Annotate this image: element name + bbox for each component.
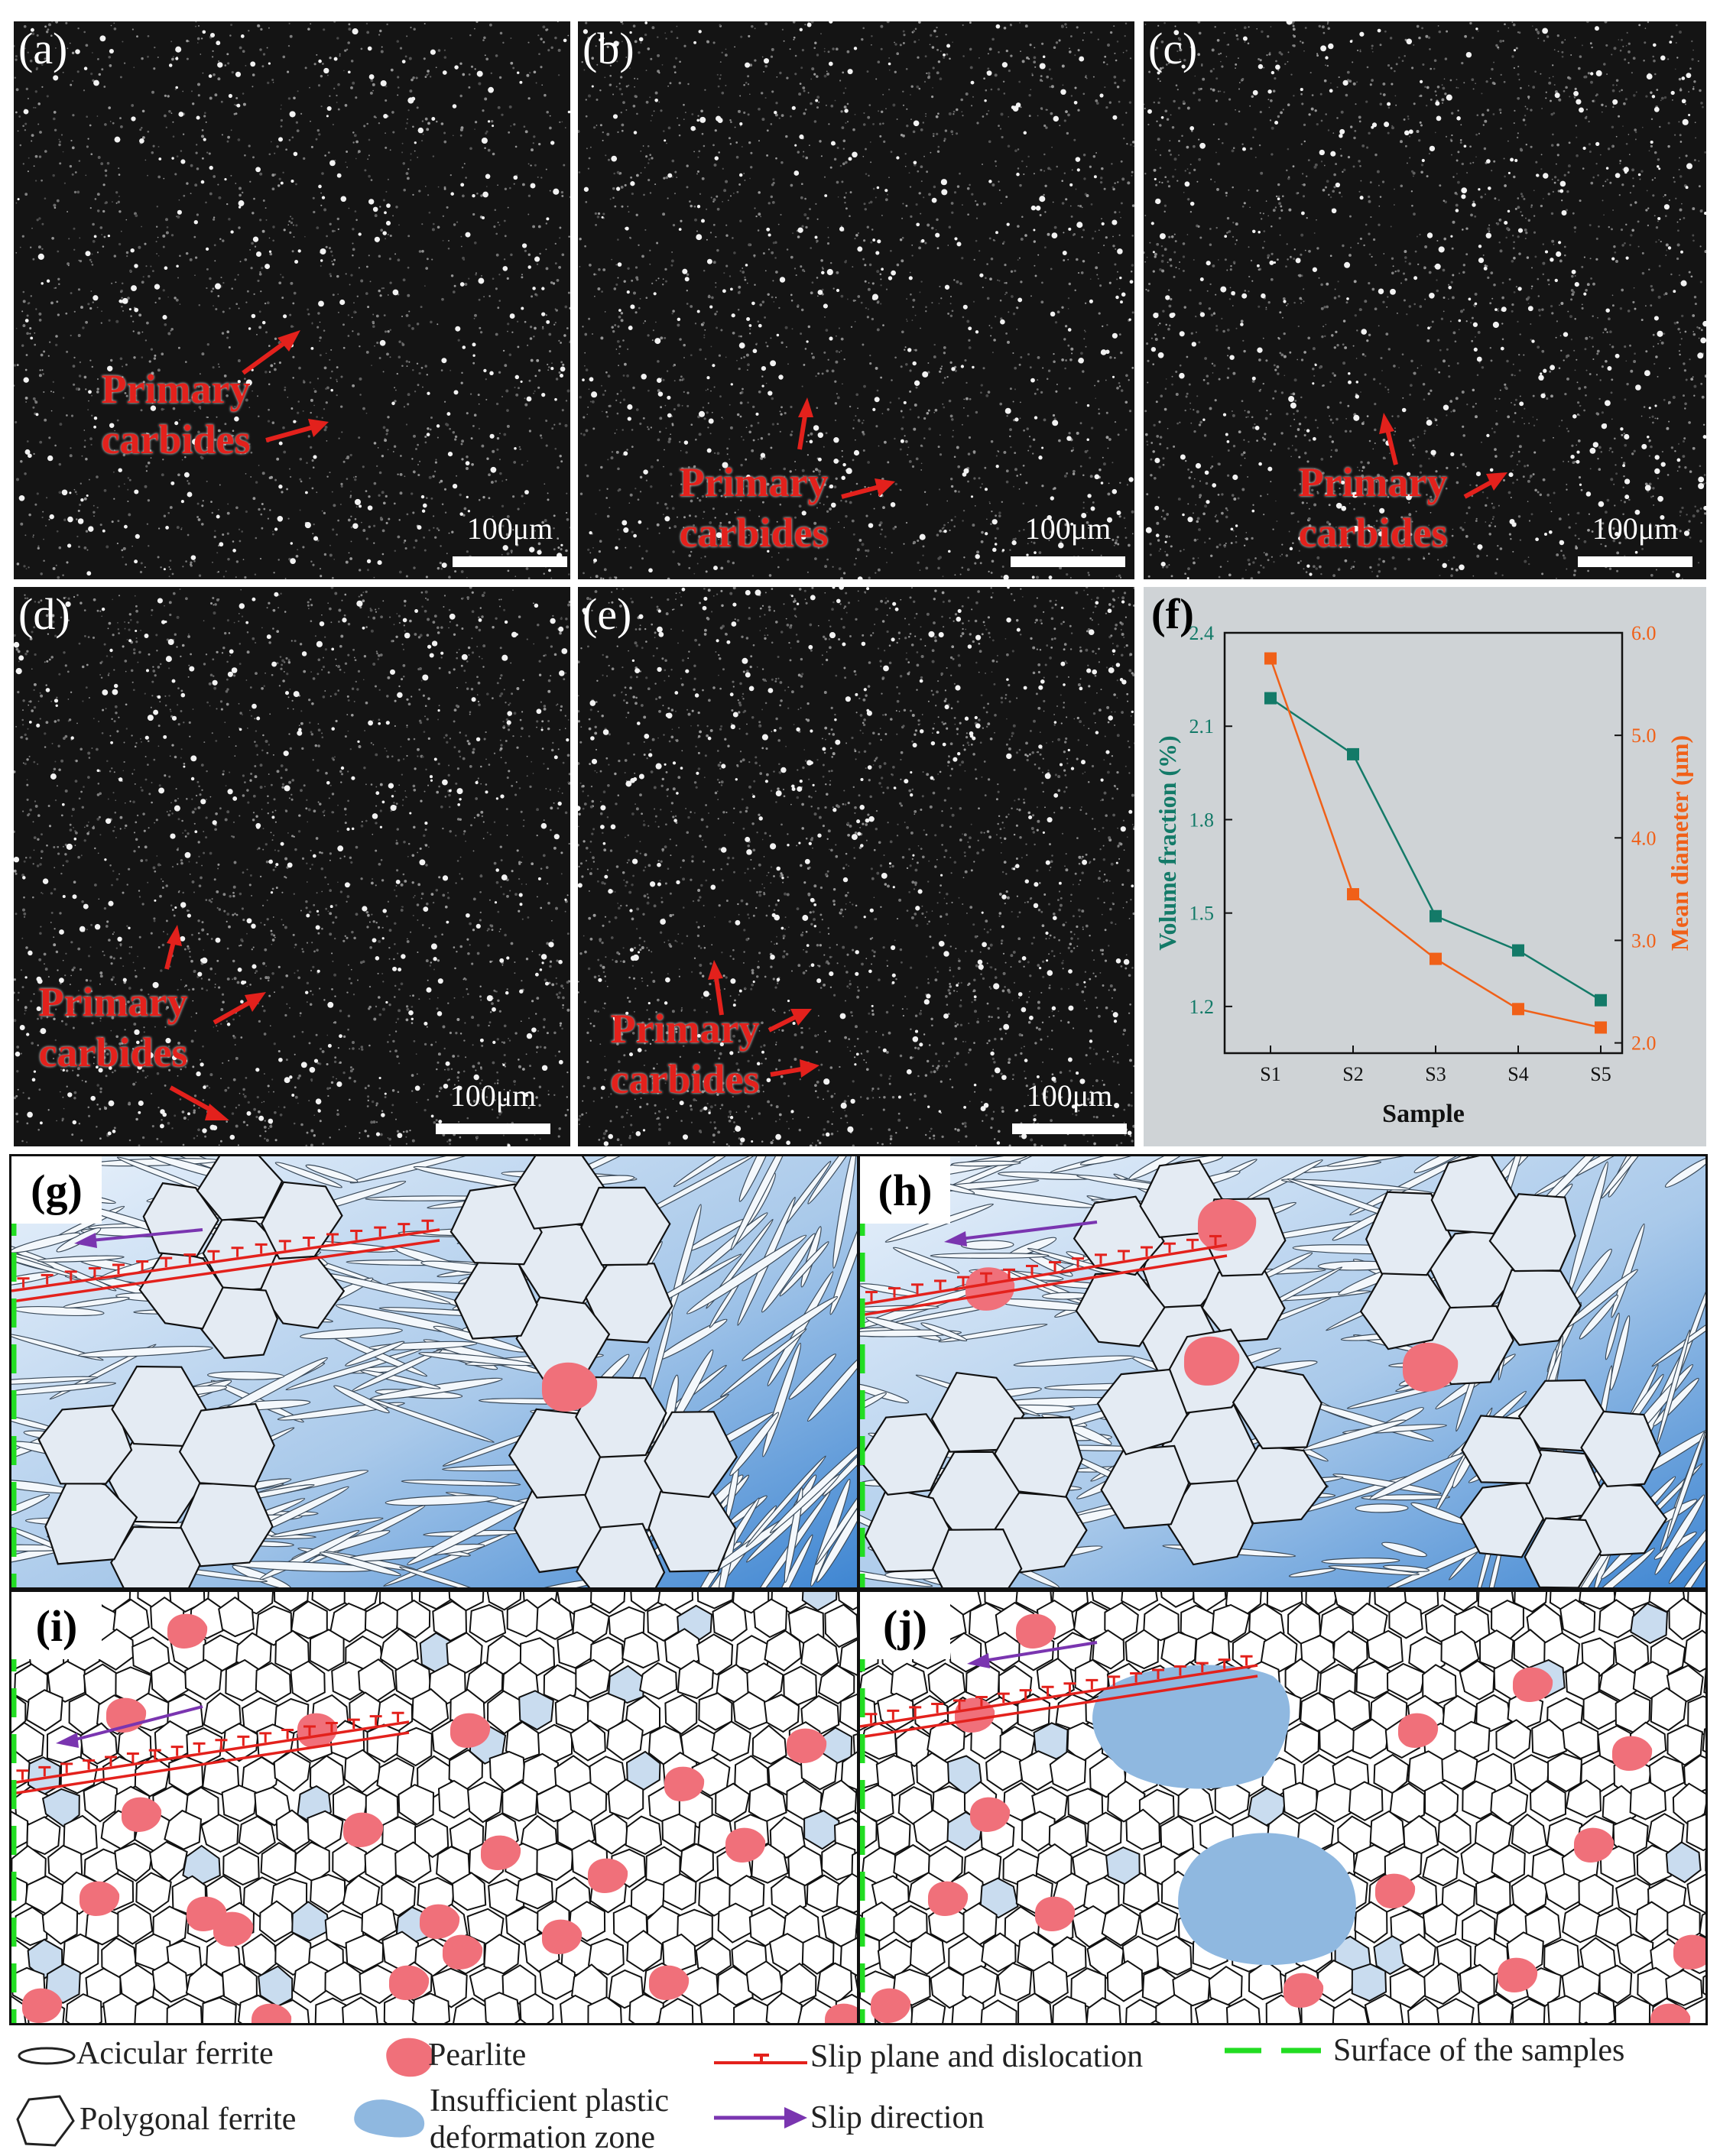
microstructure-schematic bbox=[860, 1592, 1705, 2023]
data-point-volume-fraction bbox=[1595, 994, 1607, 1007]
tick-label-x: S1 bbox=[1260, 1063, 1280, 1085]
schematic-h: (h) bbox=[858, 1154, 1708, 1590]
annotation-arrows-a bbox=[14, 21, 570, 579]
legend: Acicular ferrite Polygonal ferrite Pearl… bbox=[0, 2029, 1720, 2155]
data-point-mean-diameter bbox=[1512, 1003, 1524, 1015]
tick-label-left: 1.2 bbox=[1189, 996, 1215, 1018]
data-point-volume-fraction bbox=[1512, 945, 1524, 957]
panel-label-j: (j) bbox=[860, 1592, 950, 1659]
tick-label-x: S4 bbox=[1507, 1063, 1528, 1085]
scale-label-b: 100μm bbox=[1011, 511, 1125, 546]
scale-label-e: 100μm bbox=[1012, 1078, 1127, 1114]
scale-bar-d bbox=[436, 1123, 550, 1134]
legend-insufficient-line-2: deformation zone bbox=[430, 2119, 669, 2156]
data-point-volume-fraction bbox=[1264, 692, 1277, 705]
tick-label-left: 1.8 bbox=[1189, 809, 1215, 831]
annotation-primary-carbides-a: Primary carbides bbox=[76, 364, 275, 465]
micrograph-d: (d) Primary carbides 100μm bbox=[14, 587, 570, 1146]
panel-label-i: (i) bbox=[11, 1592, 102, 1659]
schematic-i: (i) bbox=[9, 1590, 859, 2025]
legend-slip-direction: Slip direction bbox=[810, 2099, 984, 2136]
scale-label-c: 100μm bbox=[1578, 511, 1692, 546]
microstructure-schematic bbox=[860, 1156, 1705, 1587]
scale-bar-e bbox=[1012, 1123, 1127, 1134]
annotation-line-1: Primary bbox=[586, 1003, 784, 1054]
panel-label-h: (h) bbox=[860, 1156, 950, 1224]
slip-direction-icon bbox=[711, 2103, 810, 2133]
legend-pearlite: Pearlite bbox=[428, 2037, 526, 2073]
tick-label-x: S3 bbox=[1425, 1063, 1446, 1085]
legend-acicular-ferrite: Acicular ferrite bbox=[76, 2035, 274, 2072]
annotation-line-1: Primary bbox=[654, 457, 853, 507]
micrograph-a: (a) Primary carbides 100μm bbox=[14, 21, 570, 579]
annotation-line-2: carbides bbox=[76, 414, 275, 465]
data-point-volume-fraction bbox=[1430, 910, 1442, 922]
microstructure-schematic bbox=[11, 1592, 857, 2023]
tick-label-left: 2.4 bbox=[1189, 622, 1215, 644]
scale-label-a: 100μm bbox=[453, 511, 567, 546]
annotation-line-1: Primary bbox=[76, 364, 275, 414]
schematic-j: (j) bbox=[858, 1590, 1708, 2025]
line-chart: 1.2 1.5 1.8 2.1 2.4 2.0 3.0 4.0 5.0 6.0 S1 S2 S3 S4… bbox=[1144, 587, 1706, 1146]
schematic-g: (g) bbox=[9, 1154, 859, 1590]
legend-surface: Surface of the samples bbox=[1333, 2032, 1624, 2069]
annotation-line-1: Primary bbox=[14, 977, 213, 1027]
pearlite-particle bbox=[1673, 1935, 1705, 1970]
polygonal-ferrite-icon bbox=[15, 2092, 76, 2150]
legend-insufficient-zone: Insufficient plastic deformation zone bbox=[430, 2083, 669, 2156]
annotation-line-2: carbides bbox=[586, 1054, 784, 1104]
annotation-primary-carbides-e: Primary carbides bbox=[586, 1003, 784, 1104]
y-axis-title-right: Mean diameter (μm) bbox=[1666, 735, 1693, 951]
scale-bar-a bbox=[453, 556, 567, 567]
tick-label-right: 2.0 bbox=[1631, 1033, 1657, 1055]
slip-plane-icon bbox=[711, 2037, 810, 2072]
legend-slip-plane: Slip plane and dislocation bbox=[810, 2038, 1143, 2075]
scale-bar-b bbox=[1011, 556, 1125, 567]
acicular-ferrite-icon bbox=[17, 2044, 76, 2067]
micrograph-e: (e) Primary carbides 100μm bbox=[578, 587, 1134, 1146]
tick-label-left: 2.1 bbox=[1189, 715, 1215, 738]
tick-label-x: S2 bbox=[1342, 1063, 1363, 1085]
tick-label-right: 4.0 bbox=[1631, 827, 1657, 849]
annotation-primary-carbides-b: Primary carbides bbox=[654, 457, 853, 558]
microstructure-schematic bbox=[11, 1156, 857, 1587]
tick-label-x: S5 bbox=[1590, 1063, 1611, 1085]
x-axis-title: Sample bbox=[1382, 1100, 1465, 1128]
scale-bar-c bbox=[1578, 556, 1692, 567]
panel-label-g: (g) bbox=[11, 1156, 102, 1224]
data-point-mean-diameter bbox=[1264, 653, 1277, 665]
tick-label-right: 6.0 bbox=[1631, 622, 1657, 644]
tick-label-left: 1.5 bbox=[1189, 903, 1215, 925]
data-point-mean-diameter bbox=[1595, 1021, 1607, 1033]
data-point-volume-fraction bbox=[1347, 748, 1359, 760]
tick-label-right: 3.0 bbox=[1631, 929, 1657, 952]
annotation-primary-carbides-c: Primary carbides bbox=[1274, 457, 1472, 558]
annotation-primary-carbides-d: Primary carbides bbox=[14, 977, 213, 1078]
micrograph-c: (c) Primary carbides 100μm bbox=[1144, 21, 1706, 579]
micrograph-b: (b) Primary carbides 100μm bbox=[578, 21, 1134, 579]
series-line-mean-diameter bbox=[1271, 659, 1601, 1028]
annotation-line-2: carbides bbox=[1274, 507, 1472, 558]
legend-polygonal-ferrite: Polygonal ferrite bbox=[80, 2101, 296, 2138]
legend-insufficient-line-1: Insufficient plastic bbox=[430, 2083, 669, 2119]
scale-label-d: 100μm bbox=[436, 1078, 550, 1114]
y-axis-title-left: Volume fraction (%) bbox=[1154, 735, 1181, 950]
data-point-mean-diameter bbox=[1347, 888, 1359, 900]
annotation-line-2: carbides bbox=[654, 507, 853, 558]
deformation-zone-icon bbox=[350, 2093, 430, 2144]
surface-icon bbox=[1223, 2043, 1322, 2058]
tick-label-right: 5.0 bbox=[1631, 725, 1657, 747]
annotation-line-2: carbides bbox=[14, 1027, 213, 1078]
annotation-line-1: Primary bbox=[1274, 457, 1472, 507]
data-point-mean-diameter bbox=[1430, 953, 1442, 965]
